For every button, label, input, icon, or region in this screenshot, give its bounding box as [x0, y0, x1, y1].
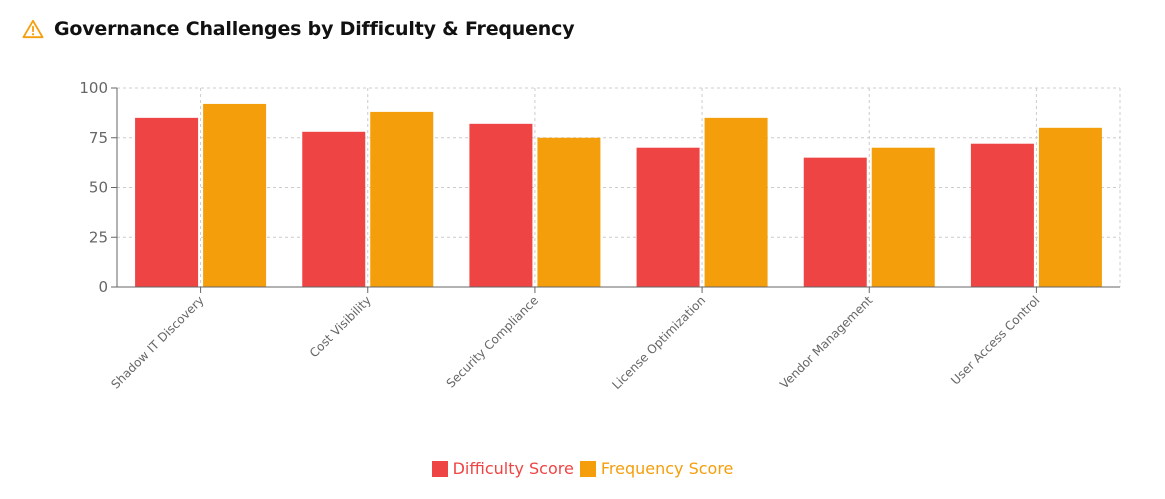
- x-tick-label: Shadow IT Discovery: [108, 293, 206, 391]
- legend-swatch: [579, 460, 596, 477]
- x-tick-label: Cost Visibility: [307, 293, 374, 360]
- x-tick-label: License Optimization: [609, 293, 708, 392]
- y-tick-label: 25: [89, 228, 108, 246]
- legend-swatch: [431, 460, 448, 477]
- x-tick-label: User Access Control: [948, 293, 1042, 387]
- chart-title: Governance Challenges by Difficulty & Fr…: [54, 18, 575, 40]
- legend-label: Difficulty Score: [452, 459, 574, 478]
- x-axis-ticks: Shadow IT Discovery Cost Visibility Securi…: [108, 287, 1043, 392]
- x-tick-label: Security Compliance: [444, 293, 541, 390]
- y-tick-label: 0: [98, 278, 108, 296]
- bar-difficulty[interactable]: [135, 117, 199, 287]
- bar-frequency[interactable]: [370, 111, 434, 287]
- bar-frequency[interactable]: [203, 103, 267, 287]
- bar-frequency[interactable]: [537, 137, 601, 287]
- bar-difficulty[interactable]: [803, 157, 867, 287]
- bar-difficulty[interactable]: [469, 123, 533, 287]
- y-axis-ticks: 0 25 50 75 100: [79, 79, 117, 296]
- legend-label: Frequency Score: [600, 459, 734, 478]
- bar-frequency[interactable]: [1038, 127, 1102, 287]
- y-tick-label: 75: [89, 129, 108, 147]
- chart-header: Governance Challenges by Difficulty & Fr…: [22, 15, 575, 43]
- chart-bars: [135, 103, 1102, 287]
- x-tick-label: Vendor Management: [777, 293, 876, 392]
- warning-triangle-icon: [22, 19, 44, 39]
- bar-frequency[interactable]: [871, 147, 935, 287]
- y-tick-label: 50: [89, 179, 108, 197]
- chart-grid: [117, 87, 1121, 287]
- bar-chart: 0 25 50 75 100 Shadow IT Discovery Cost Visib…: [79, 79, 1121, 392]
- y-tick-label: 100: [79, 79, 108, 97]
- chart-legend: Difficulty Score Frequency Score: [0, 459, 1165, 478]
- bar-difficulty[interactable]: [970, 143, 1034, 287]
- bar-difficulty[interactable]: [302, 131, 366, 287]
- legend-item-difficulty[interactable]: Difficulty Score: [431, 459, 574, 478]
- bar-frequency[interactable]: [704, 117, 768, 287]
- bar-difficulty[interactable]: [636, 147, 700, 287]
- legend-item-frequency[interactable]: Frequency Score: [579, 459, 734, 478]
